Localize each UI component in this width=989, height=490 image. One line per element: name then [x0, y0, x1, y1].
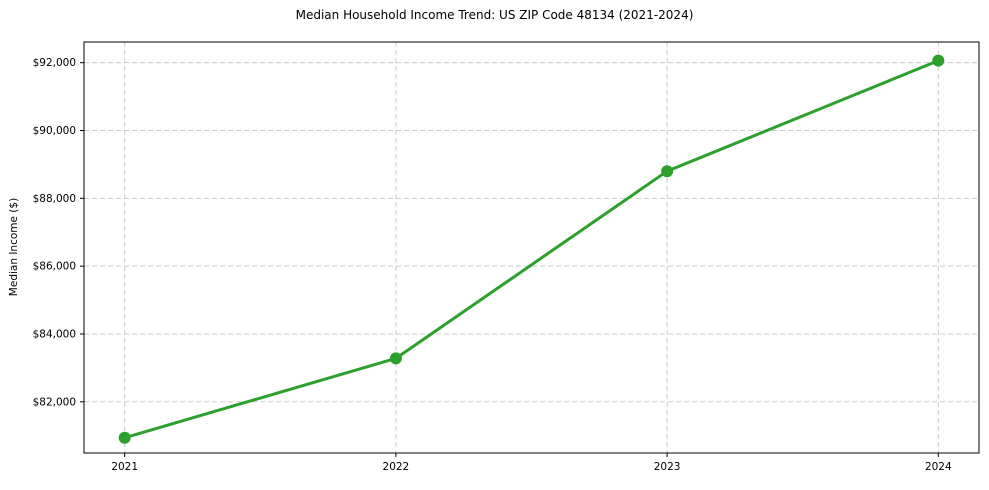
x-tick-label: 2021	[111, 461, 138, 473]
x-tick-label: 2024	[925, 461, 952, 473]
data-point-2021	[118, 431, 131, 444]
data-point-2023	[661, 165, 674, 178]
y-tick-label: $82,000	[33, 396, 76, 408]
trend-line	[123, 59, 940, 440]
y-tick-label: $90,000	[33, 125, 76, 137]
x-tick-label: 2022	[383, 461, 410, 473]
data-point-2024	[932, 54, 945, 67]
y-tick-label: $92,000	[33, 57, 76, 69]
x-tick-label: 2023	[654, 461, 681, 473]
y-tick-label: $86,000	[33, 261, 76, 273]
y-tick-label: $84,000	[33, 328, 76, 340]
data-point-2022	[389, 352, 402, 365]
chart-title: Median Household Income Trend: US ZIP Co…	[295, 8, 694, 22]
y-tick-label: $88,000	[33, 193, 76, 205]
plot-frame	[83, 41, 980, 454]
